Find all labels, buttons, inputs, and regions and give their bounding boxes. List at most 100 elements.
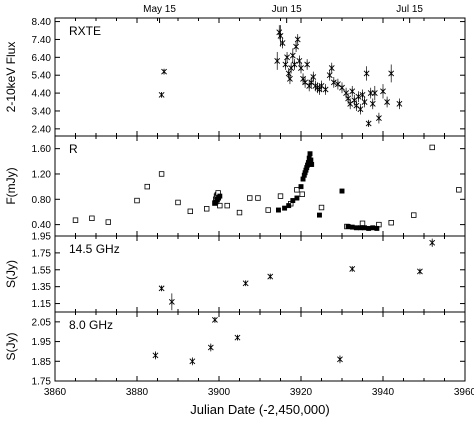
y-tick-label: 1.15 xyxy=(32,299,52,310)
data-point-star xyxy=(274,57,281,64)
data-point-star xyxy=(339,84,345,91)
data-point-star xyxy=(242,280,249,287)
x-tick-label: 3940 xyxy=(372,387,395,398)
data-point-filled-square xyxy=(276,207,281,213)
data-point-open-square xyxy=(255,195,261,201)
panel-frame xyxy=(54,135,466,237)
data-point-filled-square xyxy=(298,184,304,190)
data-point-filled-square xyxy=(217,193,223,199)
y-axis-title: F(mJy) xyxy=(4,167,18,204)
data-point-filled-square xyxy=(362,225,368,231)
data-point-star xyxy=(355,93,362,100)
data-point-filled-square xyxy=(307,151,313,157)
data-point-star xyxy=(396,100,403,107)
data-point-star xyxy=(279,40,286,46)
y-axis-title: S(Jy) xyxy=(4,333,18,361)
top-axis-date-label: Jul 15 xyxy=(396,4,423,15)
panel-label: 8.0 GHz xyxy=(69,318,113,332)
data-point-star xyxy=(289,52,296,59)
data-point-star xyxy=(361,99,368,105)
data-point-star xyxy=(349,266,356,272)
data-point-star xyxy=(277,32,284,39)
data-point-open-square xyxy=(318,204,325,211)
data-point-open-square xyxy=(265,207,271,213)
data-point-star xyxy=(298,65,304,71)
data-point-star xyxy=(380,88,386,95)
y-tick-label: 1.85 xyxy=(32,357,52,368)
data-point-star xyxy=(363,70,370,77)
data-point-open-square xyxy=(388,220,394,226)
data-point-star xyxy=(291,61,298,68)
panel-frame xyxy=(54,17,466,137)
y-tick-label: 5.40 xyxy=(32,71,52,82)
data-point-star xyxy=(416,268,423,275)
data-point-star xyxy=(211,316,218,323)
y-tick-label: 1.95 xyxy=(32,232,52,243)
y-tick-label: 2.05 xyxy=(32,317,52,328)
data-point-filled-square xyxy=(358,225,363,231)
data-point-filled-square xyxy=(309,162,315,167)
data-point-open-square xyxy=(224,202,230,209)
panel-label: R xyxy=(69,142,78,156)
data-point-star xyxy=(337,356,343,363)
data-point-star xyxy=(285,70,292,77)
data-point-open-square xyxy=(217,202,223,209)
data-point-star xyxy=(267,273,274,280)
panel-label: RXTE xyxy=(69,24,101,38)
data-point-filled-square xyxy=(345,224,351,229)
data-point-open-square xyxy=(247,195,253,201)
data-point-filled-square xyxy=(370,225,376,231)
y-tick-label: 1.60 xyxy=(32,144,52,155)
data-point-star xyxy=(161,68,167,75)
data-point-filled-square xyxy=(286,203,292,209)
data-point-filled-square xyxy=(290,198,296,204)
top-axis-date-label: Jun 15 xyxy=(272,4,302,15)
y-tick-label: 1.55 xyxy=(32,265,52,276)
top-axis-date-label: May 15 xyxy=(143,4,176,15)
data-point-star xyxy=(326,72,333,79)
data-point-open-square xyxy=(158,171,165,177)
data-point-star xyxy=(284,54,290,61)
data-point-open-square xyxy=(72,217,79,223)
data-point-star xyxy=(429,239,436,246)
data-point-star xyxy=(388,70,395,77)
data-point-star xyxy=(371,90,378,97)
y-tick-label: 0.40 xyxy=(32,220,52,231)
y-tick-label: 1.20 xyxy=(32,169,52,180)
data-point-open-square xyxy=(359,220,366,227)
y-tick-label: 1.35 xyxy=(32,282,52,293)
data-point-filled-square xyxy=(353,225,359,231)
data-point-star xyxy=(294,36,301,43)
data-point-filled-square xyxy=(294,195,300,201)
data-point-open-square xyxy=(456,187,462,193)
data-point-open-square xyxy=(105,219,111,225)
data-point-filled-square xyxy=(317,212,322,218)
data-point-open-square xyxy=(429,144,435,151)
data-point-star xyxy=(189,358,196,365)
y-axis-title: S(Jy) xyxy=(4,260,18,288)
data-point-star xyxy=(152,352,159,359)
data-point-star xyxy=(369,100,376,107)
data-point-open-square xyxy=(203,206,210,212)
data-point-open-square xyxy=(236,209,243,216)
y-axis-title: 2-10keV Flux xyxy=(4,42,18,113)
panel-frame xyxy=(54,311,466,382)
data-point-star xyxy=(234,334,241,341)
data-point-star xyxy=(349,88,356,95)
data-point-filled-square xyxy=(366,225,372,231)
data-point-open-square xyxy=(277,193,284,199)
data-point-star xyxy=(330,79,337,86)
data-point-star xyxy=(168,298,175,305)
data-point-star xyxy=(384,99,391,105)
data-point-star xyxy=(282,61,289,68)
data-point-star xyxy=(359,91,366,98)
data-point-star xyxy=(375,115,382,122)
y-tick-label: 3.40 xyxy=(32,106,52,117)
data-point-filled-square xyxy=(339,188,345,194)
data-point-filled-square xyxy=(282,205,288,211)
data-point-star xyxy=(310,74,317,80)
data-point-star xyxy=(158,91,165,98)
y-tick-label: 0.80 xyxy=(32,195,52,206)
data-point-star xyxy=(304,61,311,68)
y-tick-label: 2.40 xyxy=(32,124,52,135)
